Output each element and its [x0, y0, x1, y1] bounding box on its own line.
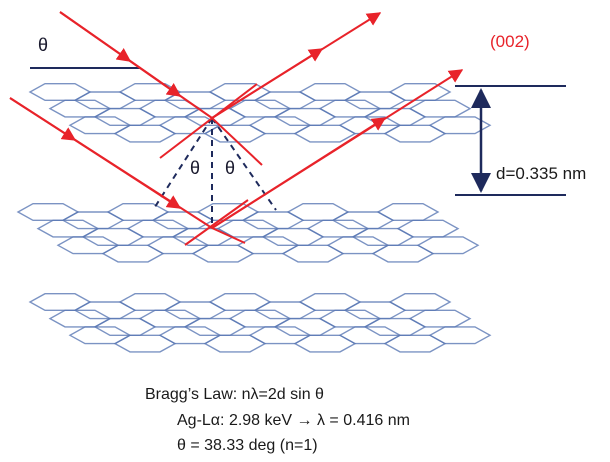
- hexagon-cell: [203, 334, 267, 353]
- theta-incident-label: θ: [38, 35, 49, 55]
- hexagon-cell: [428, 326, 492, 345]
- hexagon-cell: [191, 244, 255, 263]
- crossing-line: [211, 117, 263, 166]
- hexagon-cell: [208, 293, 272, 311]
- path-difference-right: [211, 117, 277, 211]
- hexagon-cell: [16, 202, 80, 222]
- hexagon-cell: [293, 124, 357, 143]
- crossing-line: [159, 83, 258, 159]
- hexagon-cell: [286, 202, 350, 222]
- ray-arrow-icon: [74, 139, 182, 209]
- angle-text: θ = 38.33 deg (n=1): [177, 437, 318, 454]
- hexagon-cell: [416, 236, 480, 255]
- hexagon-cell: [101, 244, 165, 263]
- ray-arrow-icon: [129, 60, 182, 97]
- hexagon-cell: [388, 293, 452, 311]
- path-difference-left: [152, 117, 213, 211]
- hexagon-cell: [106, 202, 170, 222]
- crossing-line: [184, 199, 249, 246]
- hexagon-cell: [293, 334, 357, 353]
- theta-left-label: θ: [190, 158, 201, 178]
- hexagon-cell: [118, 293, 182, 311]
- lattice-layer-middle: [16, 202, 480, 263]
- hexagon-cell: [383, 334, 447, 353]
- hexagon-cell: [118, 82, 182, 102]
- hexagon-cell: [28, 82, 92, 102]
- hexagon-cell: [298, 82, 362, 102]
- hexagon-cell: [408, 99, 472, 118]
- plane-index-label: (002): [490, 32, 530, 51]
- hexagon-cell: [408, 309, 472, 328]
- hexagon-cell: [113, 334, 177, 353]
- ray-arrow-icon: [211, 117, 387, 229]
- hexagon-cell: [396, 219, 460, 238]
- ray-arrow-icon: [211, 48, 324, 119]
- hexagon-cell: [383, 124, 447, 143]
- bragg-law-text: Bragg’s Law: nλ=2d sin θ: [145, 386, 324, 403]
- ray-arrow-icon: [9, 97, 77, 141]
- lattice-layer-bottom: [28, 293, 492, 353]
- hexagon-cell: [376, 202, 440, 222]
- crossing-line: [211, 227, 246, 244]
- hexagon-cell: [298, 293, 362, 311]
- wavelength-text: Ag-Lα: 2.98 keV → λ = 0.416 nm: [177, 412, 410, 429]
- spacing-label: d=0.335 nm: [496, 164, 587, 183]
- hexagon-cell: [371, 244, 435, 263]
- ray-arrow-icon: [59, 11, 132, 62]
- hexagon-cell: [113, 124, 177, 143]
- hexagon-cell: [281, 244, 345, 263]
- lattice-layer-top: [28, 82, 492, 143]
- hexagon-cell: [28, 293, 92, 311]
- theta-right-label: θ: [225, 158, 236, 178]
- hexagon-cell: [388, 82, 452, 102]
